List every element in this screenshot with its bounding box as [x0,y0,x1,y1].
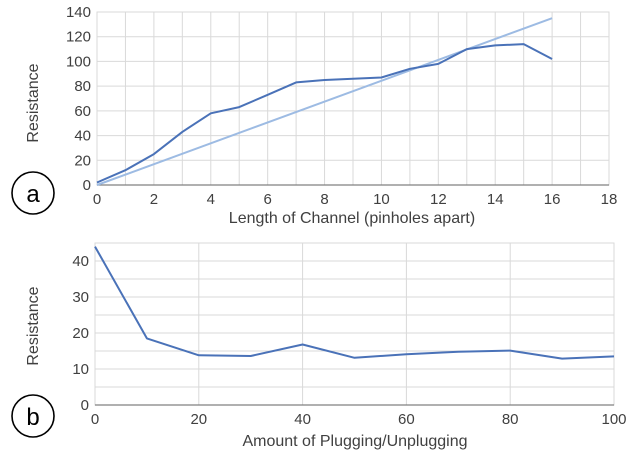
chart-a-series-0-line [96,43,553,184]
chart-b-panel-label: b [26,404,39,431]
chart-a-ticks: 0 2 4 6 8 10 12 14 16 18 0 20 40 60 80 100 120 140 [66,4,617,208]
chart-a-x-tick-label: 2 [150,191,158,208]
chart-a-x-tick-label: 16 [544,191,561,208]
chart-a-y-tick-label: 100 [66,53,91,70]
chart-a-label-circle [11,171,55,215]
chart-b-x-axis-title: Amount of Plugging/Unplugging [242,433,467,450]
chart-b-y-tick-label: 0 [81,397,89,414]
chart-a-y-tick-label: 0 [83,177,91,194]
chart-b-series [94,246,615,360]
chart-b-x-tick-label: 20 [190,411,207,428]
chart-a-y-tick-label: 80 [74,78,91,95]
chart-b-x-tick-label: 0 [91,411,99,428]
chart-a-y-tick-label: 120 [66,29,91,46]
chart-a-series-1-line [96,17,553,186]
chart-a-x-tick-label: 18 [601,191,618,208]
chart-a-x-tick-label: 10 [373,191,390,208]
chart-a-x-tick-label: 14 [487,191,504,208]
chart-a-y-tick-label: 20 [74,152,91,169]
chart-a-x-tick-label: 8 [320,191,328,208]
chart-b-ticks: 0 20 40 60 80 100 0 10 20 30 40 [72,253,626,428]
chart-b-frame [94,242,615,406]
chart-b-y-tick-label: 10 [72,361,89,378]
chart-a-x-tick-label: 12 [430,191,447,208]
chart-b-y-tick-label: 30 [72,289,89,306]
chart-b-x-tick-label: 80 [502,411,519,428]
chart-a-panel-label: a [26,181,40,208]
chart-b-series-0-line [94,246,615,360]
chart-a-y-axis-title: Resistance [25,63,42,142]
chart-a-x-tick-label: 4 [207,191,215,208]
chart-a-y-tick-label: 40 [74,128,91,145]
chart-a-x-tick-label: 6 [263,191,271,208]
chart-b-grid [94,242,615,406]
chart-a: 0 2 4 6 8 10 12 14 16 18 0 20 40 60 80 100 120 140 Length… [11,4,617,227]
chart-b-label-circle [11,394,55,438]
chart-a-series [96,17,553,186]
chart-b-x-tick-label: 60 [398,411,415,428]
chart-b-x-tick-label: 100 [601,411,626,428]
chart-a-y-tick-label: 60 [74,103,91,120]
chart-a-x-axis-title: Length of Channel (pinholes apart) [229,210,475,227]
chart-b-y-tick-label: 40 [72,253,89,270]
chart-b-y-tick-label: 20 [72,325,89,342]
chart-a-grid [96,11,610,186]
chart-b-y-axis-title: Resistance [25,286,42,365]
chart-b-x-tick-label: 40 [294,411,311,428]
chart-b: 0 20 40 60 80 100 0 10 20 30 40 Amount of Plugging… [11,242,627,450]
chart-a-x-tick-label: 0 [93,191,101,208]
chart-a-y-tick-label: 140 [66,4,91,21]
